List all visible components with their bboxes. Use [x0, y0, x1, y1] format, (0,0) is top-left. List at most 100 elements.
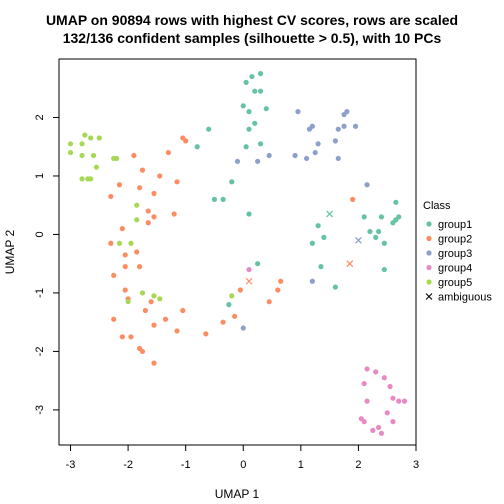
legend-item-group2: group2 — [426, 234, 472, 246]
x-axis-label: UMAP 1 — [215, 487, 260, 501]
group2-point — [148, 299, 154, 305]
y-tick-label: 0 — [34, 231, 46, 237]
group3-point — [315, 141, 321, 147]
group1-point — [257, 141, 264, 147]
group4-point — [387, 383, 393, 390]
group1-point — [321, 234, 327, 240]
group1-point — [246, 126, 252, 132]
group2-point — [220, 319, 226, 325]
group4-point — [375, 424, 382, 431]
group2-point — [350, 196, 356, 202]
group1-point — [393, 199, 399, 205]
legend-label: group1 — [438, 219, 472, 231]
legend-marker — [426, 221, 432, 227]
group5-point — [157, 296, 163, 302]
legend-marker — [426, 235, 432, 242]
group1-point — [206, 126, 212, 132]
group5-point — [113, 155, 120, 162]
group2-point — [122, 287, 128, 293]
group1-point — [309, 240, 315, 246]
group2-point — [134, 249, 140, 255]
y-axis: -3 -2 -1 0 1 2 — [34, 114, 60, 415]
group2-point — [203, 331, 209, 337]
group4-point — [390, 395, 396, 401]
group1-point — [373, 234, 379, 240]
group3-point — [352, 123, 359, 129]
group2-point — [165, 149, 172, 156]
legend-item-group5: group5 — [426, 277, 472, 289]
group3-point — [312, 149, 318, 156]
group2-point — [183, 138, 189, 144]
group1-point — [252, 120, 258, 126]
group4-point — [364, 398, 370, 404]
group5-point — [229, 293, 235, 299]
group5-point — [88, 135, 94, 141]
group4-point — [396, 398, 402, 404]
group5-point — [93, 164, 100, 170]
y-tick-label: -1 — [34, 288, 46, 298]
group2-point — [122, 264, 128, 270]
group5-point — [134, 202, 140, 208]
group2-point — [119, 334, 125, 340]
group3-point — [335, 155, 341, 162]
group1-point — [381, 266, 387, 273]
group1-point — [243, 144, 249, 150]
group1-point — [246, 211, 252, 217]
group1-point — [332, 284, 338, 290]
legend-marker — [426, 264, 432, 271]
group3-point — [364, 182, 370, 188]
group1-point — [255, 261, 261, 267]
group1-point — [375, 228, 382, 235]
x-tick-label: -1 — [181, 459, 191, 471]
group2-point — [151, 190, 157, 197]
group4-point — [390, 419, 396, 425]
group1-point — [194, 144, 200, 150]
group2-point — [180, 307, 186, 314]
group5-point — [67, 149, 74, 156]
legend: Class group1 group2 group3 group4 group5 ambi… — [423, 200, 492, 304]
ambiguous-point — [326, 210, 334, 218]
group2-point — [151, 214, 157, 220]
legend-title: Class — [423, 200, 451, 212]
group2-point — [142, 307, 148, 314]
group5-point — [125, 299, 131, 305]
group1-point — [318, 264, 324, 270]
legend-item-group4: group4 — [426, 263, 472, 275]
group3-point — [306, 126, 313, 132]
legend-marker — [426, 279, 432, 285]
group5-point — [96, 135, 102, 141]
group5-point — [82, 132, 88, 138]
y-tick-label: -3 — [34, 405, 46, 415]
legend-item-group3: group3 — [426, 248, 472, 260]
group2-point — [232, 313, 238, 319]
group3-point — [332, 138, 338, 144]
group3-point — [292, 152, 298, 159]
group4-point — [246, 266, 252, 273]
group1-point — [367, 228, 373, 235]
group4-point — [378, 430, 385, 436]
group2-point — [145, 220, 151, 226]
group2-point — [237, 287, 243, 293]
group2-point — [266, 299, 272, 305]
group3-point — [309, 278, 315, 284]
x-tick-label: 3 — [413, 459, 419, 471]
x-tick-label: 1 — [298, 459, 304, 471]
group1-point — [246, 109, 252, 115]
group5-point — [139, 290, 146, 296]
group2-point — [145, 208, 151, 214]
legend-item-ambiguous: ambiguous — [425, 292, 492, 304]
group2-point — [139, 348, 146, 355]
group2-point — [139, 167, 146, 173]
group2-point — [128, 334, 134, 340]
group2-point — [151, 322, 157, 328]
group2-point — [131, 152, 137, 159]
plot-frame — [58, 58, 417, 446]
group2-point — [174, 328, 180, 334]
group1-point — [211, 196, 218, 202]
group3-point — [344, 109, 350, 115]
group1-point — [361, 214, 367, 220]
y-axis-label: UMAP 2 — [3, 229, 17, 274]
group2-point — [278, 278, 284, 284]
y-tick-label: 2 — [34, 114, 46, 120]
